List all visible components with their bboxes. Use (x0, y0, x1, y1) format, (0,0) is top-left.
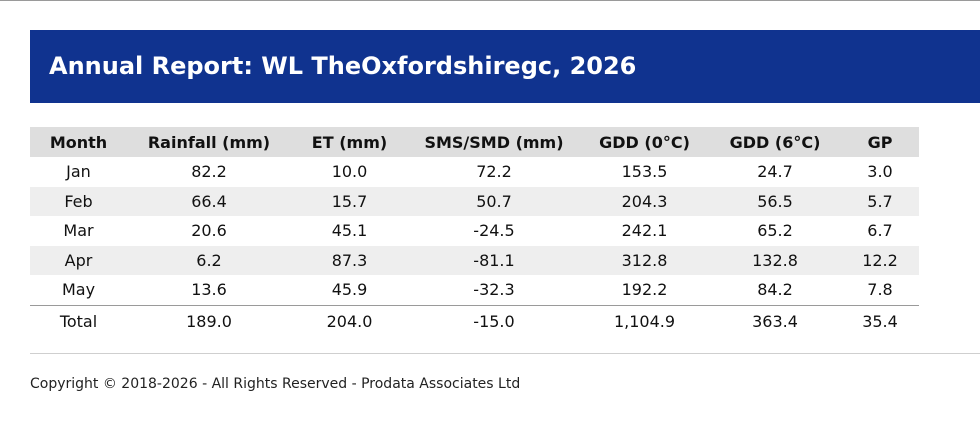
cell-sms-smd: 50.7 (408, 186, 580, 216)
cell-sms-smd: -24.5 (473, 221, 515, 241)
cell-gp: 3.0 (867, 162, 893, 182)
cell-month: May (61, 280, 96, 300)
cell-gdd-0: 242.1 (621, 221, 668, 241)
total-et: 204.0 (291, 304, 408, 337)
cell-et: 87.3 (291, 245, 408, 275)
total-rainfall: 189.0 (127, 304, 291, 337)
cell-gp: 12.2 (841, 245, 919, 275)
table-header-row: Month Rainfall (mm) ET (mm) SMS/SMD (mm)… (30, 127, 919, 157)
report-title: Annual Report: WL TheOxfordshiregc, 2026 (49, 52, 637, 80)
cell-gdd-6: 56.5 (709, 186, 841, 216)
table-total-row: Total 189.0 204.0 -15.0 1,104.9 363.4 35… (30, 304, 919, 337)
total-gdd-0: 1,104.9 (580, 304, 709, 337)
column-header-gdd-0: GDD (0°C) (580, 127, 709, 157)
cell-et: 15.7 (291, 186, 408, 216)
report-table: Month Rainfall (mm) ET (mm) SMS/SMD (mm)… (30, 127, 919, 337)
cell-sms-smd: -32.3 (473, 280, 515, 300)
cell-month: Feb (30, 186, 127, 216)
cell-gp: 5.7 (841, 186, 919, 216)
total-gp: 35.4 (841, 304, 919, 337)
total-sms-smd: -15.0 (408, 304, 580, 337)
column-header-sms-smd: SMS/SMD (mm) (408, 127, 580, 157)
table-row: Feb 66.4 15.7 50.7 204.3 56.5 5.7 (30, 186, 919, 216)
cell-gp: 6.7 (867, 221, 893, 241)
cell-gdd-6: 65.2 (757, 221, 793, 241)
cell-sms-smd: -81.1 (408, 245, 580, 275)
cell-rainfall: 20.6 (191, 221, 227, 241)
cell-rainfall: 13.6 (191, 280, 227, 300)
top-divider (0, 0, 980, 1)
cell-et: 45.1 (331, 221, 368, 241)
cell-gdd-6: 132.8 (709, 245, 841, 275)
column-header-month: Month (30, 127, 127, 157)
cell-rainfall: 6.2 (127, 245, 291, 275)
table-row: Apr 6.2 87.3 -81.1 312.8 132.8 12.2 (30, 245, 919, 275)
column-header-gp: GP (841, 127, 919, 157)
cell-sms-smd: 72.2 (476, 162, 512, 182)
total-label: Total (30, 304, 127, 337)
cell-gdd-0: 153.5 (621, 162, 668, 182)
cell-rainfall: 82.2 (191, 162, 227, 182)
cell-gp: 7.8 (867, 280, 893, 300)
column-header-et: ET (mm) (291, 127, 408, 157)
cell-gdd-0: 204.3 (580, 186, 709, 216)
table-row: May 13.6 45.9 -32.3 192.2 84.2 7.8 (30, 275, 919, 305)
column-header-rainfall: Rainfall (mm) (127, 127, 291, 157)
cell-gdd-0: 312.8 (580, 245, 709, 275)
cell-rainfall: 66.4 (127, 186, 291, 216)
copyright-notice: Copyright © 2018-2026 - All Rights Reser… (30, 376, 521, 392)
table-row: Mar 20.6 45.1 -24.5 242.1 65.2 6.7 (30, 216, 919, 246)
cell-gdd-0: 192.2 (621, 280, 668, 300)
cell-et: 45.9 (331, 280, 368, 300)
cell-et: 10.0 (331, 162, 368, 182)
cell-gdd-6: 24.7 (757, 162, 793, 182)
total-gdd-6: 363.4 (709, 304, 841, 337)
cell-month: Jan (66, 162, 91, 182)
cell-month: Mar (63, 221, 94, 241)
table-row: Jan 82.2 10.0 72.2 153.5 24.7 3.0 (30, 157, 919, 187)
column-header-gdd-6: GDD (6°C) (709, 127, 841, 157)
footer-divider (30, 353, 980, 354)
cell-gdd-6: 84.2 (757, 280, 793, 300)
cell-month: Apr (30, 245, 127, 275)
report-banner: Annual Report: WL TheOxfordshiregc, 2026 (30, 30, 980, 103)
